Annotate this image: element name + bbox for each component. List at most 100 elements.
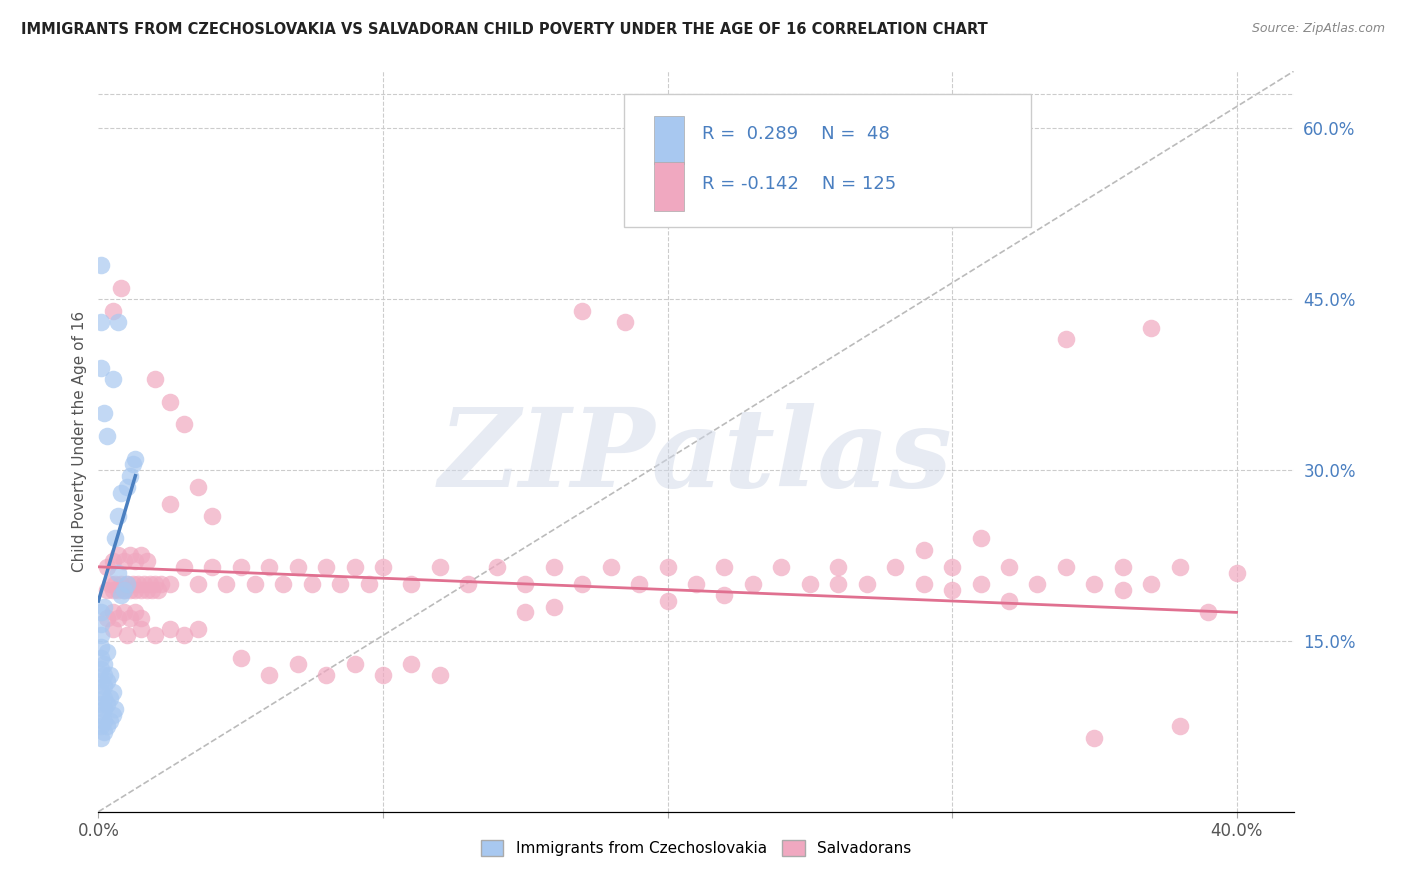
Point xyxy=(148,582,170,597)
Point xyxy=(96,673,118,688)
Point xyxy=(93,680,115,694)
Point xyxy=(1140,320,1163,334)
Point xyxy=(1026,577,1049,591)
Text: R = -0.142    N = 125: R = -0.142 N = 125 xyxy=(702,175,896,193)
Point xyxy=(143,372,166,386)
Point xyxy=(93,406,115,420)
Point xyxy=(229,559,252,574)
Point xyxy=(657,559,679,574)
Point xyxy=(115,480,138,494)
Point xyxy=(401,577,423,591)
Point xyxy=(124,554,146,568)
Point xyxy=(599,559,621,574)
Point xyxy=(1168,559,1191,574)
Point xyxy=(101,685,124,699)
Point xyxy=(96,697,118,711)
Point xyxy=(315,668,337,682)
Point xyxy=(129,582,152,597)
Point xyxy=(101,303,124,318)
Point xyxy=(969,577,991,591)
Point xyxy=(201,508,224,523)
Point xyxy=(98,714,121,728)
Bar xyxy=(654,116,685,164)
Point xyxy=(998,594,1021,608)
Point xyxy=(127,577,149,591)
Point xyxy=(143,628,166,642)
Point xyxy=(401,657,423,671)
Point xyxy=(201,559,224,574)
Point xyxy=(229,651,252,665)
Point xyxy=(93,725,115,739)
Point xyxy=(329,577,352,591)
Point xyxy=(150,577,173,591)
Point xyxy=(101,372,124,386)
Point xyxy=(912,577,935,591)
Point xyxy=(141,582,163,597)
Point xyxy=(287,559,309,574)
Point xyxy=(101,623,124,637)
Point xyxy=(1054,559,1077,574)
FancyBboxPatch shape xyxy=(624,94,1031,227)
Point xyxy=(515,606,537,620)
Point xyxy=(215,577,238,591)
Point xyxy=(107,566,129,580)
Point xyxy=(121,458,143,472)
Point xyxy=(124,582,146,597)
Point xyxy=(343,657,366,671)
Point xyxy=(429,559,451,574)
Point xyxy=(770,559,793,574)
Text: R =  0.289    N =  48: R = 0.289 N = 48 xyxy=(702,125,890,144)
Point xyxy=(90,258,112,272)
Point xyxy=(90,673,112,688)
Point xyxy=(96,645,118,659)
Point xyxy=(1197,606,1219,620)
Point xyxy=(1083,577,1105,591)
Point xyxy=(93,702,115,716)
Point xyxy=(287,657,309,671)
Point xyxy=(657,594,679,608)
Point xyxy=(941,559,963,574)
Point xyxy=(1112,559,1135,574)
Point xyxy=(243,577,266,591)
Point xyxy=(159,497,181,511)
Point xyxy=(1168,719,1191,733)
Y-axis label: Child Poverty Under the Age of 16: Child Poverty Under the Age of 16 xyxy=(72,311,87,572)
Point xyxy=(827,559,849,574)
Point xyxy=(90,616,112,631)
Point xyxy=(93,714,115,728)
Point xyxy=(107,549,129,563)
Point xyxy=(96,719,118,733)
Point xyxy=(98,577,121,591)
Point xyxy=(257,668,280,682)
Point xyxy=(96,559,118,574)
Point xyxy=(129,623,152,637)
Point xyxy=(118,468,141,483)
Point xyxy=(124,451,146,466)
Point xyxy=(543,599,565,614)
Point xyxy=(90,719,112,733)
Point xyxy=(90,731,112,745)
Point xyxy=(110,281,132,295)
Point xyxy=(884,559,907,574)
Point xyxy=(912,542,935,557)
Point xyxy=(90,685,112,699)
Point xyxy=(515,577,537,591)
Point xyxy=(101,554,124,568)
Point xyxy=(713,588,735,602)
Text: IMMIGRANTS FROM CZECHOSLOVAKIA VS SALVADORAN CHILD POVERTY UNDER THE AGE OF 16 C: IMMIGRANTS FROM CZECHOSLOVAKIA VS SALVAD… xyxy=(21,22,988,37)
Point xyxy=(98,668,121,682)
Point xyxy=(855,577,877,591)
Bar xyxy=(654,162,685,211)
Point xyxy=(132,577,155,591)
Point xyxy=(107,611,129,625)
Point xyxy=(124,606,146,620)
Point xyxy=(96,582,118,597)
Point xyxy=(187,623,209,637)
Point xyxy=(827,577,849,591)
Point xyxy=(998,559,1021,574)
Point xyxy=(159,623,181,637)
Point xyxy=(121,577,143,591)
Point xyxy=(628,577,651,591)
Point xyxy=(301,577,323,591)
Point xyxy=(159,394,181,409)
